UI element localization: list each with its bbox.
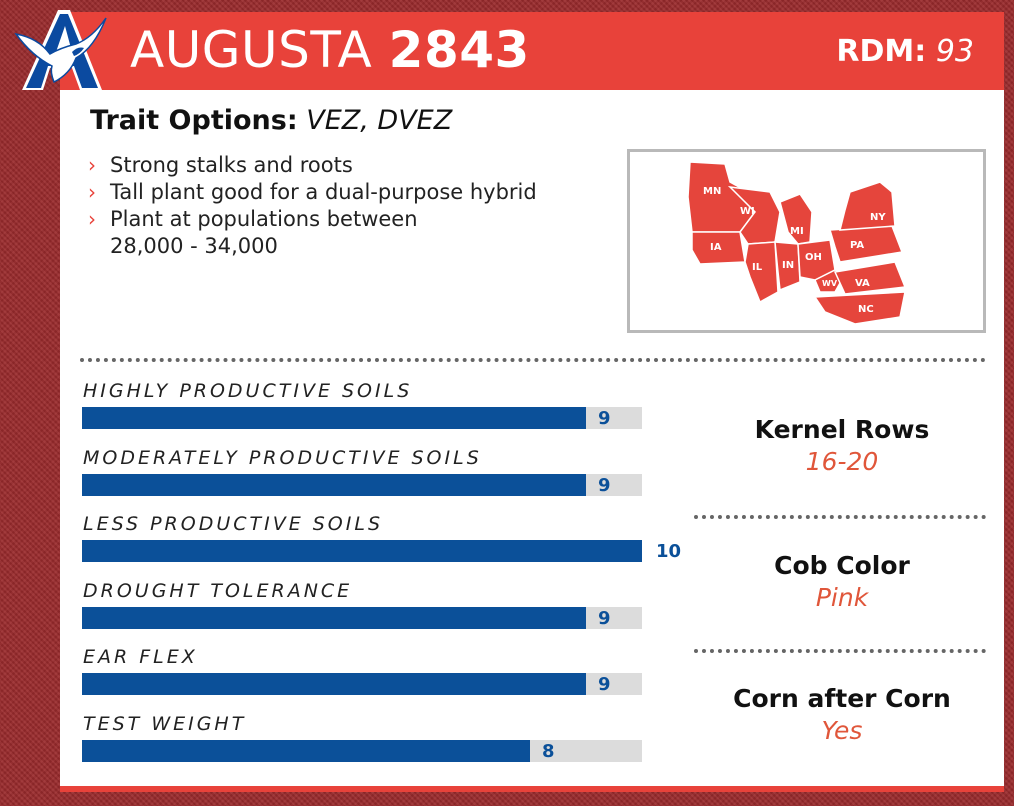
- map-state-label: WI: [740, 206, 755, 217]
- card-bottom-stripe: [60, 786, 1004, 792]
- rating-bar-track: 8: [82, 739, 642, 762]
- spec-label: Kernel Rows: [754, 415, 930, 444]
- feature-text: Tall plant good for a dual-purpose hybri…: [110, 180, 537, 204]
- rating-value: 10: [656, 541, 682, 562]
- spec-label: Cob Color: [774, 551, 910, 580]
- eagle-a-logo-icon: [10, 8, 110, 94]
- spec-cob-color: Cob Color Pink: [700, 550, 984, 614]
- rating-bar-track: 9: [82, 673, 642, 695]
- rdm: RDM: 93: [836, 32, 974, 72]
- feature-text: Plant at populations between: [110, 207, 418, 231]
- list-item: › Plant at populations between 28,000 - …: [88, 206, 608, 260]
- map-state-label: PA: [850, 240, 864, 251]
- map-state-label: MI: [790, 226, 804, 237]
- rating-label: TEST WEIGHT: [83, 712, 247, 735]
- chevron-right-icon: ›: [88, 153, 96, 177]
- trait-options: Trait Options: VEZ, DVEZ: [90, 104, 452, 138]
- section-divider: [80, 358, 986, 362]
- rdm-value: 93: [935, 34, 974, 69]
- spec-divider: [694, 649, 986, 653]
- product-card: AUGUSTA 2843 RDM: 93 Trait Options: VEZ,…: [60, 12, 1004, 792]
- product-name: AUGUSTA: [130, 21, 373, 79]
- feature-text: Strong stalks and roots: [110, 153, 353, 177]
- rdm-label: RDM:: [836, 34, 927, 69]
- map-state-label: NC: [858, 304, 874, 315]
- rating-value: 9: [598, 674, 611, 695]
- map-state-label: IL: [752, 262, 763, 273]
- spec-corn-after-corn: Corn after Corn Yes: [700, 683, 984, 747]
- rating-bar: [82, 407, 586, 429]
- rating-bar: [82, 673, 586, 695]
- spec-kernel-rows: Kernel Rows 16-20: [700, 414, 984, 478]
- rating-bar: [82, 540, 642, 562]
- rating-label: HIGHLY PRODUCTIVE SOILS: [83, 380, 413, 402]
- product-number: 2843: [388, 21, 530, 79]
- spec-divider: [694, 515, 986, 519]
- list-item: › Tall plant good for a dual-purpose hyb…: [88, 179, 608, 206]
- spec-value: Pink: [815, 583, 869, 612]
- spec-label: Corn after Corn: [733, 684, 951, 713]
- rating-label: EAR FLEX: [83, 646, 198, 668]
- trait-options-value: VEZ, DVEZ: [306, 105, 453, 136]
- list-item: › Strong stalks and roots: [88, 152, 608, 179]
- rating-label: LESS PRODUCTIVE SOILS: [83, 513, 384, 535]
- spec-value: 16-20: [805, 447, 879, 476]
- rating-bar-track: 9: [82, 606, 642, 629]
- feature-list: › Strong stalks and roots › Tall plant g…: [88, 152, 608, 260]
- rating-bar: [82, 606, 586, 629]
- feature-text-continued: 28,000 - 34,000: [110, 234, 278, 258]
- rating-label: DROUGHT TOLERANCE: [83, 579, 353, 602]
- rating-bar-track: 9: [82, 473, 642, 496]
- map-state-label: OH: [805, 252, 822, 263]
- rating-bar: [82, 739, 530, 762]
- map-state-label: NY: [870, 212, 886, 223]
- product-title: AUGUSTA 2843: [130, 20, 530, 80]
- trait-options-label: Trait Options:: [90, 105, 298, 136]
- rating-value: 9: [598, 607, 611, 629]
- spec-value: Yes: [821, 716, 863, 745]
- map-shape: [687, 161, 907, 325]
- rating-bar: [82, 473, 586, 496]
- chevron-right-icon: ›: [88, 207, 96, 231]
- rating-bar-track: 10: [82, 540, 681, 562]
- header-banner: AUGUSTA 2843 RDM: 93: [60, 12, 1004, 90]
- chevron-right-icon: ›: [88, 180, 96, 204]
- region-map: MN WI MI NY IA IL IN OH PA WV VA NC: [627, 149, 986, 333]
- map-state-label: VA: [855, 278, 870, 289]
- map-state-label: MN: [703, 186, 721, 197]
- rating-value: 9: [598, 408, 611, 429]
- map-state-label: IA: [710, 242, 722, 253]
- map-state-label: IN: [782, 260, 794, 271]
- rating-bar-track: 9: [82, 407, 642, 429]
- map-icon: MN WI MI NY IA IL IN OH PA WV VA NC: [687, 161, 907, 325]
- rating-label: MODERATELY PRODUCTIVE SOILS: [83, 446, 482, 469]
- map-state-label: WV: [822, 279, 838, 288]
- rating-value: 9: [598, 474, 611, 496]
- rating-value: 8: [542, 740, 555, 762]
